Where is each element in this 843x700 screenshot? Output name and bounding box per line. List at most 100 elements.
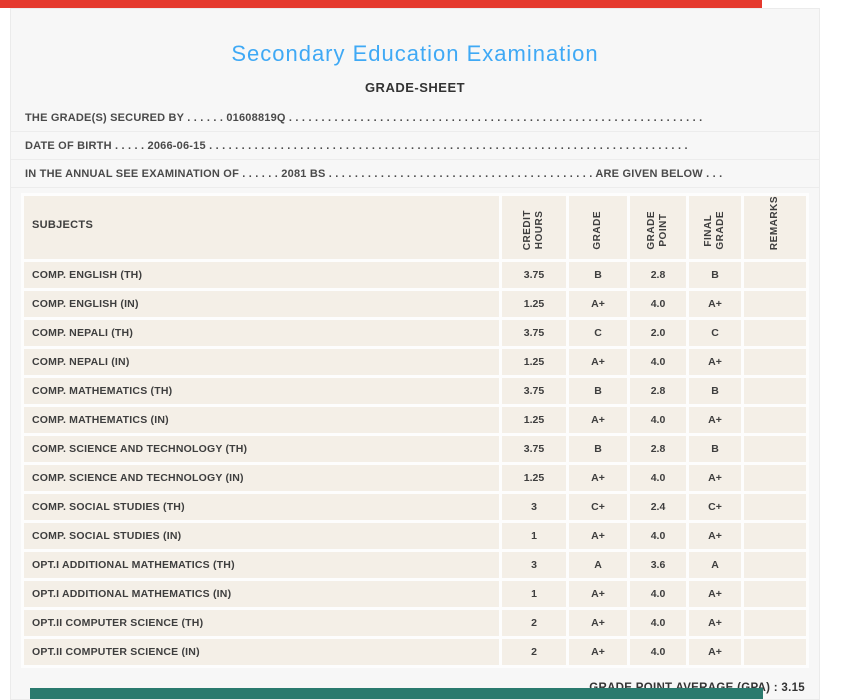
table-row: COMP. SCIENCE AND TECHNOLOGY (TH) 3.75 B 2.…	[24, 436, 806, 463]
cell-grade-point: 4.0	[630, 639, 686, 666]
column-header-grade-point: GRADE POINT	[630, 196, 686, 260]
grade-table: SUBJECTS CREDIT HOURS GRADE GRADE POINT …	[21, 193, 809, 669]
cell-remarks	[744, 407, 806, 434]
cell-grade-point: 4.0	[630, 523, 686, 550]
cell-subject: COMP. SOCIAL STUDIES (IN)	[24, 523, 499, 550]
cell-grade: A+	[569, 639, 627, 666]
cell-final-grade: A+	[689, 639, 741, 666]
table-row: OPT.II COMPUTER SCIENCE (IN) 2 A+ 4.0 A+	[24, 639, 806, 666]
cell-remarks	[744, 523, 806, 550]
cell-remarks	[744, 494, 806, 521]
cell-remarks	[744, 378, 806, 405]
cell-grade: B	[569, 262, 627, 289]
cell-credit-hours: 3.75	[502, 262, 566, 289]
column-header-credit-hours: CREDIT HOURS	[502, 196, 566, 260]
column-header-final-grade: FINAL GRADE	[689, 196, 741, 260]
cell-final-grade: B	[689, 378, 741, 405]
table-row: COMP. NEPALI (IN) 1.25 A+ 4.0 A+	[24, 349, 806, 376]
cell-grade-point: 4.0	[630, 581, 686, 608]
page-subtitle: GRADE-SHEET	[364, 80, 466, 95]
cell-subject: COMP. NEPALI (IN)	[24, 349, 499, 376]
column-header-remarks: REMARKS	[744, 196, 806, 260]
cell-subject: COMP. SOCIAL STUDIES (TH)	[24, 494, 499, 521]
cell-final-grade: A	[689, 552, 741, 579]
table-row: COMP. MATHEMATICS (TH) 3.75 B 2.8 B	[24, 378, 806, 405]
cell-grade: A+	[569, 349, 627, 376]
table-row: COMP. SCIENCE AND TECHNOLOGY (IN) 1.25 A+ 4…	[24, 465, 806, 492]
cell-final-grade: A+	[689, 465, 741, 492]
cell-subject: COMP. SCIENCE AND TECHNOLOGY (TH)	[24, 436, 499, 463]
cell-final-grade: C+	[689, 494, 741, 521]
candidate-info-section: THE GRADE(S) SECURED BY . . . . . . 0160…	[11, 104, 819, 188]
cell-grade: B	[569, 378, 627, 405]
cell-remarks	[744, 552, 806, 579]
table-row: COMP. ENGLISH (TH) 3.75 B 2.8 B	[24, 262, 806, 289]
cell-credit-hours: 1.25	[502, 349, 566, 376]
cell-remarks	[744, 291, 806, 318]
cell-grade-point: 2.8	[630, 378, 686, 405]
cell-subject: COMP. SCIENCE AND TECHNOLOGY (IN)	[24, 465, 499, 492]
cell-credit-hours: 1	[502, 523, 566, 550]
cell-subject: COMP. ENGLISH (TH)	[24, 262, 499, 289]
cell-grade: A	[569, 552, 627, 579]
cell-credit-hours: 3	[502, 552, 566, 579]
cell-grade-point: 4.0	[630, 465, 686, 492]
cell-grade-point: 4.0	[630, 407, 686, 434]
cell-final-grade: A+	[689, 291, 741, 318]
grade-table-wrap: SUBJECTS CREDIT HOURS GRADE GRADE POINT …	[11, 188, 819, 669]
cell-remarks	[744, 465, 806, 492]
cell-grade: C	[569, 320, 627, 347]
cell-credit-hours: 3	[502, 494, 566, 521]
cell-final-grade: A+	[689, 581, 741, 608]
cell-final-grade: A+	[689, 610, 741, 637]
cell-subject: COMP. MATHEMATICS (IN)	[24, 407, 499, 434]
cell-remarks	[744, 262, 806, 289]
cell-final-grade: A+	[689, 523, 741, 550]
table-row: OPT.I ADDITIONAL MATHEMATICS (IN) 1 A+ 4.0 A…	[24, 581, 806, 608]
cell-subject: OPT.II COMPUTER SCIENCE (IN)	[24, 639, 499, 666]
grade-secured-by-line: THE GRADE(S) SECURED BY . . . . . . 0160…	[11, 104, 819, 132]
column-header-grade: GRADE	[569, 196, 627, 260]
cell-grade: A+	[569, 523, 627, 550]
column-header-subjects: SUBJECTS	[24, 196, 499, 260]
cell-grade: A+	[569, 407, 627, 434]
cell-remarks	[744, 610, 806, 637]
cell-grade-point: 2.4	[630, 494, 686, 521]
examination-year-line: IN THE ANNUAL SEE EXAMINATION OF . . . .…	[11, 160, 819, 188]
cell-final-grade: A+	[689, 349, 741, 376]
cell-credit-hours: 2	[502, 639, 566, 666]
cell-remarks	[744, 639, 806, 666]
cell-grade: A+	[569, 610, 627, 637]
cell-subject: OPT.I ADDITIONAL MATHEMATICS (IN)	[24, 581, 499, 608]
cell-credit-hours: 2	[502, 610, 566, 637]
page-title: Secondary Education Examination	[231, 41, 599, 66]
cell-remarks	[744, 349, 806, 376]
cell-grade: A+	[569, 581, 627, 608]
bottom-accent-bar	[30, 688, 763, 699]
cell-credit-hours: 1.25	[502, 291, 566, 318]
table-row: COMP. MATHEMATICS (IN) 1.25 A+ 4.0 A+	[24, 407, 806, 434]
cell-remarks	[744, 581, 806, 608]
table-row: COMP. SOCIAL STUDIES (IN) 1 A+ 4.0 A+	[24, 523, 806, 550]
cell-grade-point: 2.8	[630, 436, 686, 463]
cell-grade: C+	[569, 494, 627, 521]
cell-subject: COMP. ENGLISH (IN)	[24, 291, 499, 318]
cell-credit-hours: 1.25	[502, 407, 566, 434]
cell-final-grade: C	[689, 320, 741, 347]
cell-grade: A+	[569, 465, 627, 492]
cell-grade-point: 3.6	[630, 552, 686, 579]
cell-subject: COMP. MATHEMATICS (TH)	[24, 378, 499, 405]
cell-grade: A+	[569, 291, 627, 318]
cell-credit-hours: 1	[502, 581, 566, 608]
table-row: COMP. SOCIAL STUDIES (TH) 3 C+ 2.4 C+	[24, 494, 806, 521]
cell-credit-hours: 3.75	[502, 378, 566, 405]
cell-grade-point: 2.8	[630, 262, 686, 289]
cell-final-grade: B	[689, 436, 741, 463]
cell-subject: COMP. NEPALI (TH)	[24, 320, 499, 347]
cell-credit-hours: 1.25	[502, 465, 566, 492]
cell-grade-point: 2.0	[630, 320, 686, 347]
cell-grade: B	[569, 436, 627, 463]
table-row: OPT.I ADDITIONAL MATHEMATICS (TH) 3 A 3.6 A	[24, 552, 806, 579]
table-header-row: SUBJECTS CREDIT HOURS GRADE GRADE POINT …	[24, 196, 806, 260]
grade-table-body: COMP. ENGLISH (TH) 3.75 B 2.8 B COMP. ENGLISH…	[24, 262, 806, 666]
